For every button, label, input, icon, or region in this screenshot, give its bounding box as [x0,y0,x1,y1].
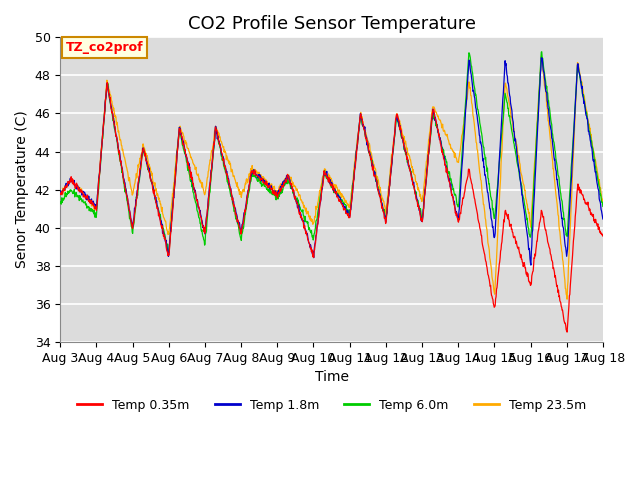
Title: CO2 Profile Sensor Temperature: CO2 Profile Sensor Temperature [188,15,476,33]
Y-axis label: Senor Temperature (C): Senor Temperature (C) [15,111,29,268]
X-axis label: Time: Time [315,370,349,384]
Legend: Temp 0.35m, Temp 1.8m, Temp 6.0m, Temp 23.5m: Temp 0.35m, Temp 1.8m, Temp 6.0m, Temp 2… [72,394,591,417]
Text: TZ_co2prof: TZ_co2prof [66,41,143,54]
